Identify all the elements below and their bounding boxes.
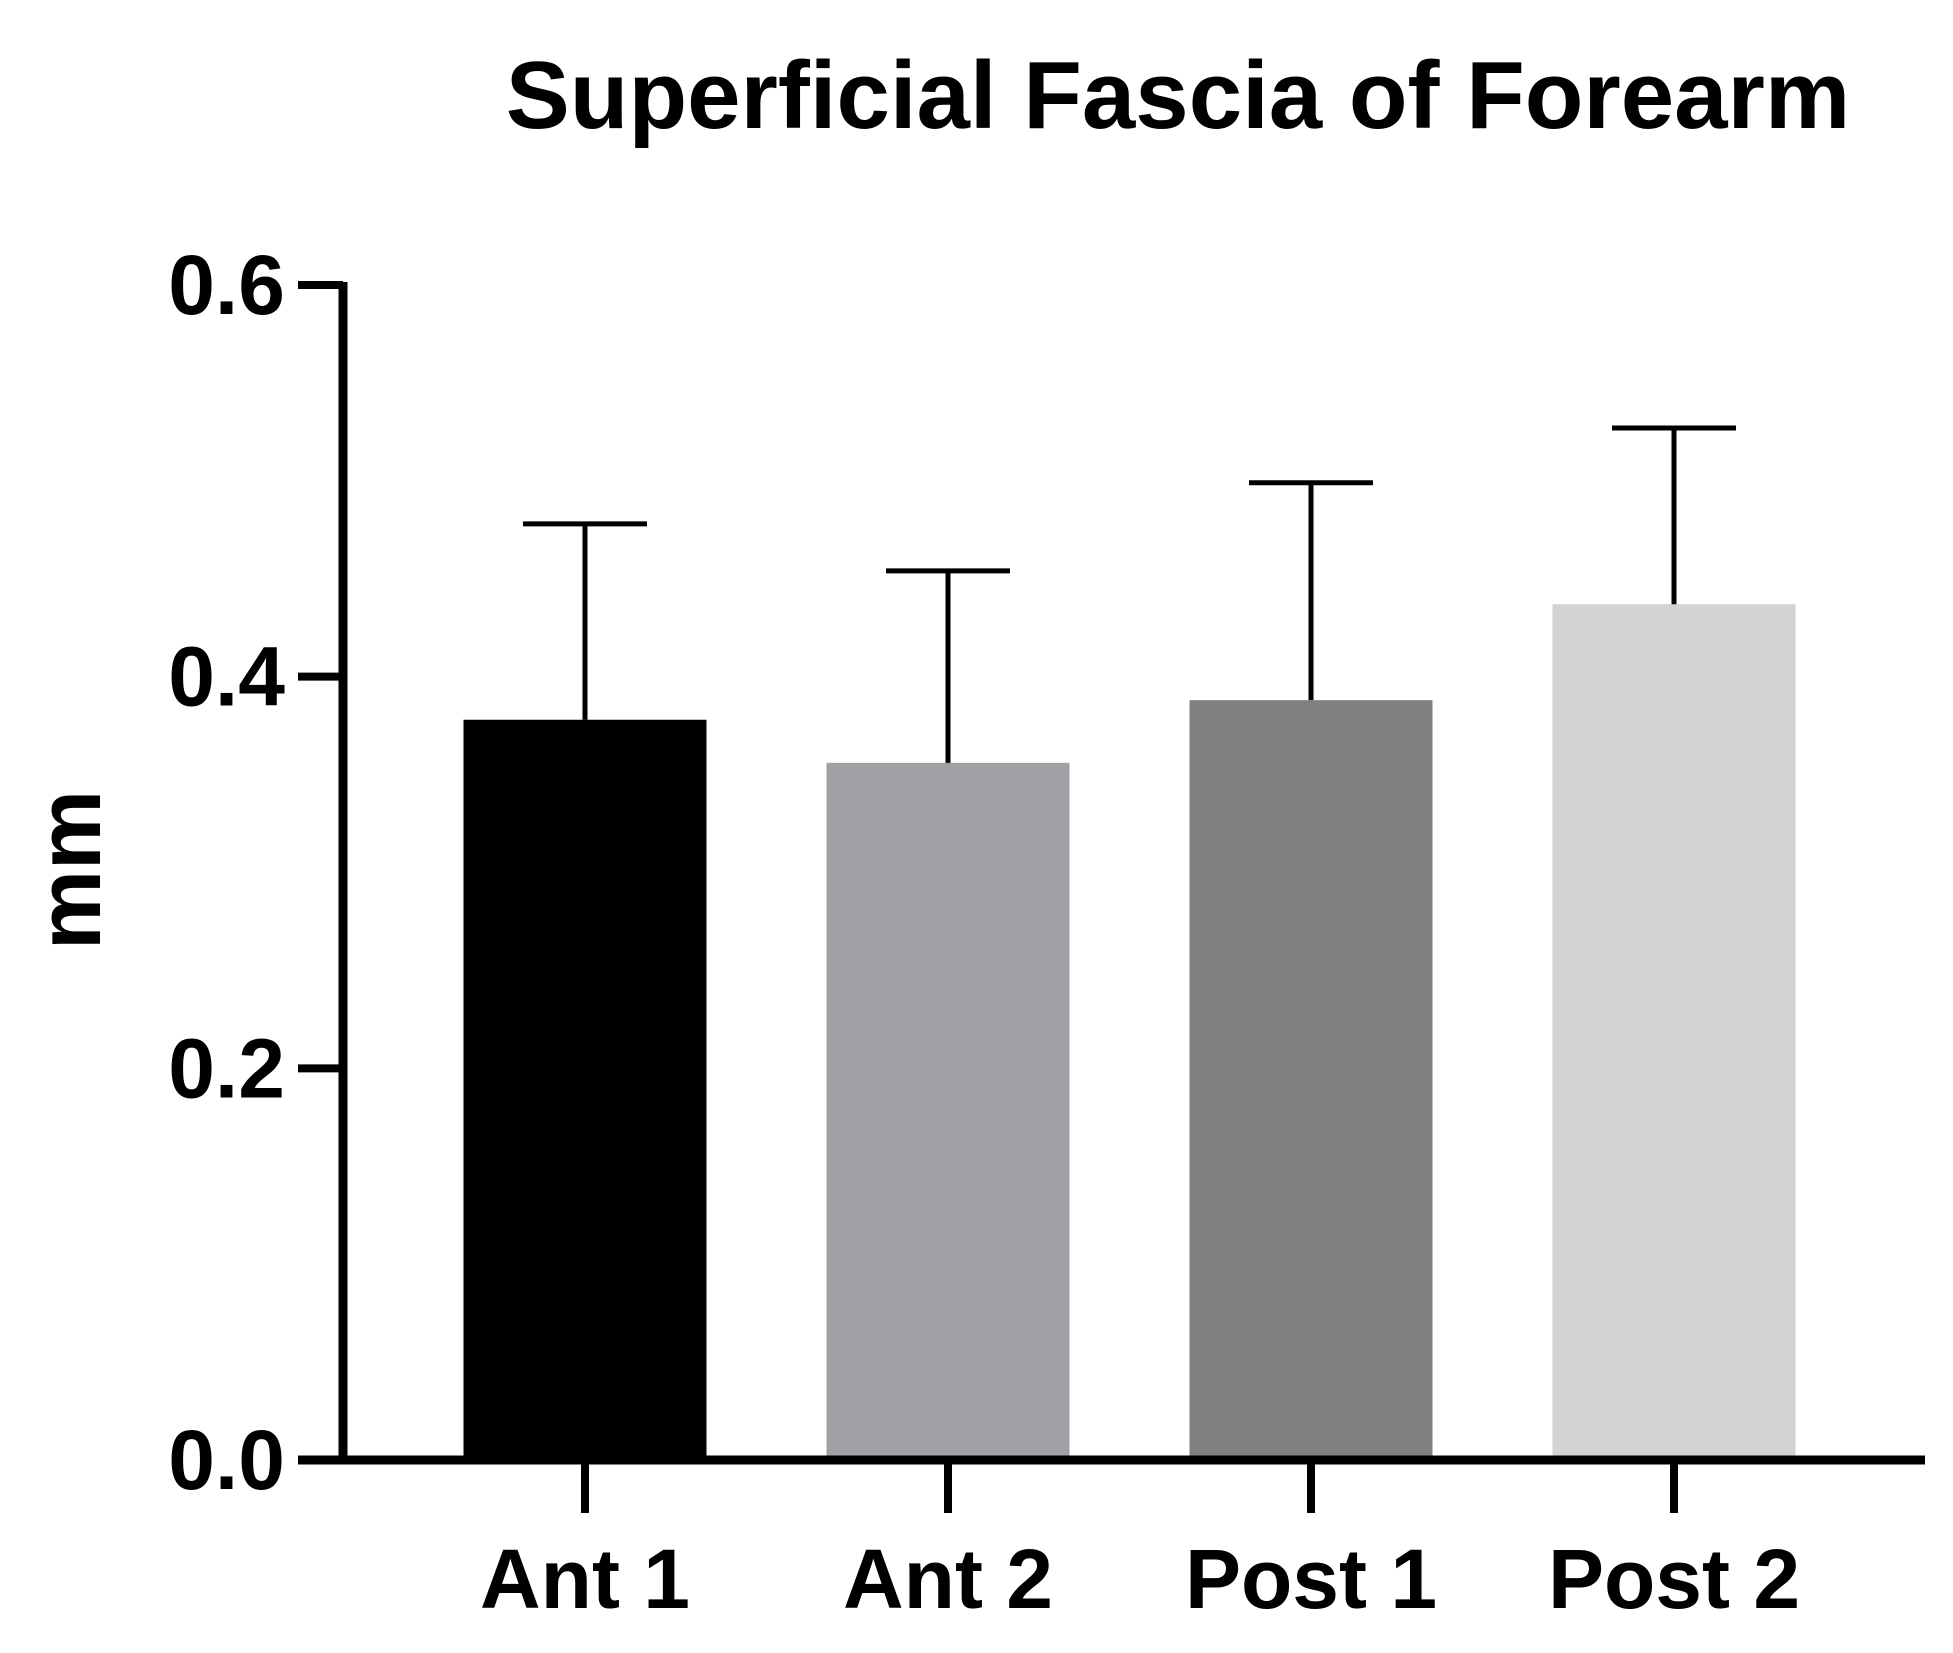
y-tick-label-2: 0.4 <box>168 630 285 724</box>
bar-0 <box>463 719 707 1460</box>
y-tick-label-3: 0.6 <box>168 238 285 332</box>
error-bars-group <box>523 425 1736 763</box>
y-axis-label: mm <box>20 790 120 950</box>
bar-2 <box>1189 700 1433 1460</box>
x-tick-label-2: Post 1 <box>1185 1532 1437 1626</box>
bar-1 <box>826 762 1070 1460</box>
x-tick-label-3: Post 2 <box>1548 1532 1800 1626</box>
y-tick-label-1: 0.2 <box>168 1021 285 1115</box>
bars-group <box>463 604 1796 1460</box>
x-tick-label-0: Ant 1 <box>480 1532 690 1626</box>
bar-3 <box>1552 604 1796 1460</box>
axes-group: Ant 1 Ant 2 Post 1 Post 2 0.0 0.2 0.4 0.6 <box>168 238 1925 1626</box>
x-tick-label-1: Ant 2 <box>843 1532 1053 1626</box>
y-tick-label-0: 0.0 <box>168 1413 285 1507</box>
chart-title: Superficial Fascia of Forearm <box>506 42 1850 149</box>
